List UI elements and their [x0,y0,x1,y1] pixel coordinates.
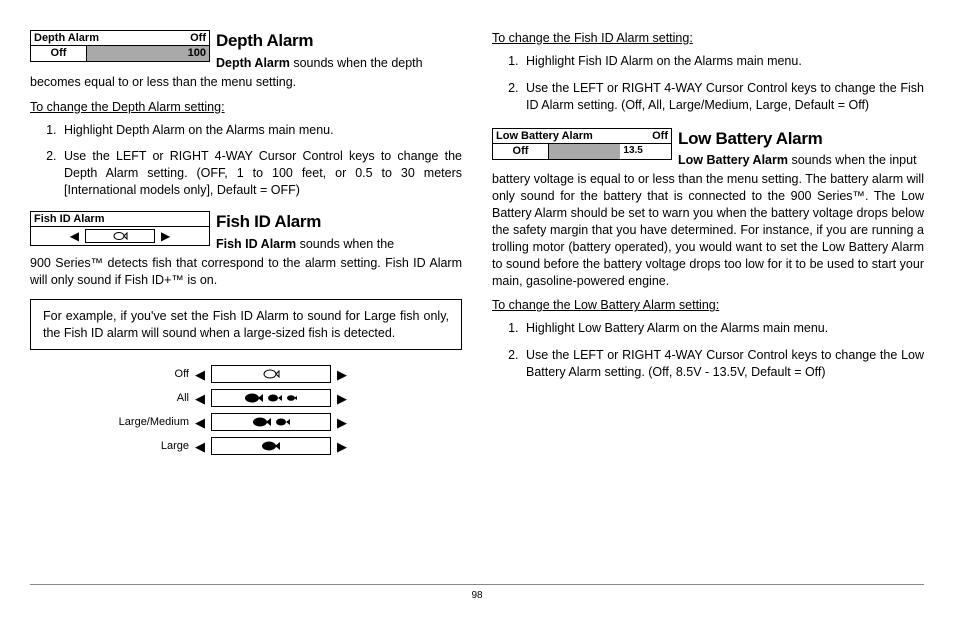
arrow-right-icon: ▶ [337,390,347,408]
widget-bar: 100 [86,46,209,61]
depth-alarm-header: Depth Alarm Off Off 100 Depth Alarm Dept… [30,30,462,72]
fish-id-heading: Fish ID Alarm [216,211,394,234]
widget-max: 100 [188,46,206,61]
page-number: 98 [471,590,482,601]
depth-alarm-widget: Depth Alarm Off Off 100 [30,30,210,62]
arrow-left-icon [70,228,79,245]
widget-title: Depth Alarm [34,31,99,45]
fish-outline-icon [112,231,128,241]
arrow-left-icon: ◀ [195,390,205,408]
widget-min: Off [493,144,548,159]
left-column: Depth Alarm Off Off 100 Depth Alarm Dept… [30,30,462,580]
widget-title: Low Battery Alarm [496,129,593,143]
arrow-left-icon: ◀ [195,414,205,432]
fish-change-steps: Highlight Fish ID Alarm on the Alarms ma… [492,53,924,114]
fish-option-off [211,365,331,383]
arrow-left-icon: ◀ [195,438,205,456]
depth-alarm-heading: Depth Alarm [216,30,423,53]
depth-step-1: Highlight Depth Alarm on the Alarms main… [60,122,462,139]
fish-id-widget: Fish ID Alarm [30,211,210,246]
fish-id-intro: Fish ID Alarm sounds when the [216,237,394,251]
arrow-right-icon [161,228,170,245]
battery-intro-part2: battery voltage is equal to or less than… [492,171,924,289]
fish-change-step-1: Highlight Fish ID Alarm on the Alarms ma… [522,53,924,70]
battery-step-2: Use the LEFT or RIGHT 4-WAY Cursor Contr… [522,347,924,381]
battery-intro-part1: sounds when the input [788,153,917,167]
intl-note: [International models only] [64,183,210,197]
widget-max: 13.5 [620,144,671,158]
fish-change-subhead: To change the Fish ID Alarm setting: [492,30,924,47]
arrow-right-icon: ▶ [337,366,347,384]
fish-id-current [85,229,155,243]
widget-min: Off [31,46,86,61]
fish-label-lm: Large/Medium [89,415,189,430]
depth-alarm-intro: Depth Alarm sounds when the depth [216,56,423,70]
battery-change-subhead: To change the Low Battery Alarm setting: [492,297,924,314]
depth-alarm-intro-tail-part1: sounds when the depth [290,56,423,70]
battery-step-1: Highlight Low Battery Alarm on the Alarm… [522,320,924,337]
arrow-right-icon: ▶ [337,414,347,432]
depth-step-2: Use the LEFT or RIGHT 4-WAY Cursor Contr… [60,148,462,199]
fish-label-large: Large [89,439,189,454]
widget-bar [548,144,620,159]
widget-value: Off [190,31,206,45]
fish-diagram: Off ◀ ▶ All ◀ ▶ Large/Medium ◀ [30,364,462,456]
battery-header: Low Battery Alarm Off Off 13.5 Low Batte… [492,128,924,170]
fish-id-note: For example, if you've set the Fish ID A… [30,299,462,351]
widget-value: Off [652,129,668,143]
fish-option-lm [211,413,331,431]
right-column: To change the Fish ID Alarm setting: Hig… [492,30,924,580]
arrow-left-icon: ◀ [195,366,205,384]
depth-change-subhead: To change the Depth Alarm setting: [30,99,462,116]
fish-id-header: Fish ID Alarm Fish ID Alarm Fish ID Alar… [30,211,462,253]
fish-id-intro-part2: 900 Series™ detects fish that correspond… [30,255,462,289]
fish-change-step-2: Use the LEFT or RIGHT 4-WAY Cursor Contr… [522,80,924,114]
widget-title: Fish ID Alarm [34,212,105,226]
fish-option-all [211,389,331,407]
fish-id-intro-part1: sounds when the [296,237,394,251]
depth-alarm-intro-tail-part2: becomes equal to or less than the menu s… [30,74,462,91]
fish-option-large [211,437,331,455]
arrow-right-icon: ▶ [337,438,347,456]
battery-steps: Highlight Low Battery Alarm on the Alarm… [492,320,924,381]
page-footer: 98 [30,584,924,603]
battery-heading: Low Battery Alarm [678,128,917,151]
depth-steps: Highlight Depth Alarm on the Alarms main… [30,122,462,200]
fish-label-all: All [89,391,189,406]
battery-intro: Low Battery Alarm sounds when the input [678,153,917,167]
battery-widget: Low Battery Alarm Off Off 13.5 [492,128,672,160]
fish-label-off: Off [89,367,189,382]
